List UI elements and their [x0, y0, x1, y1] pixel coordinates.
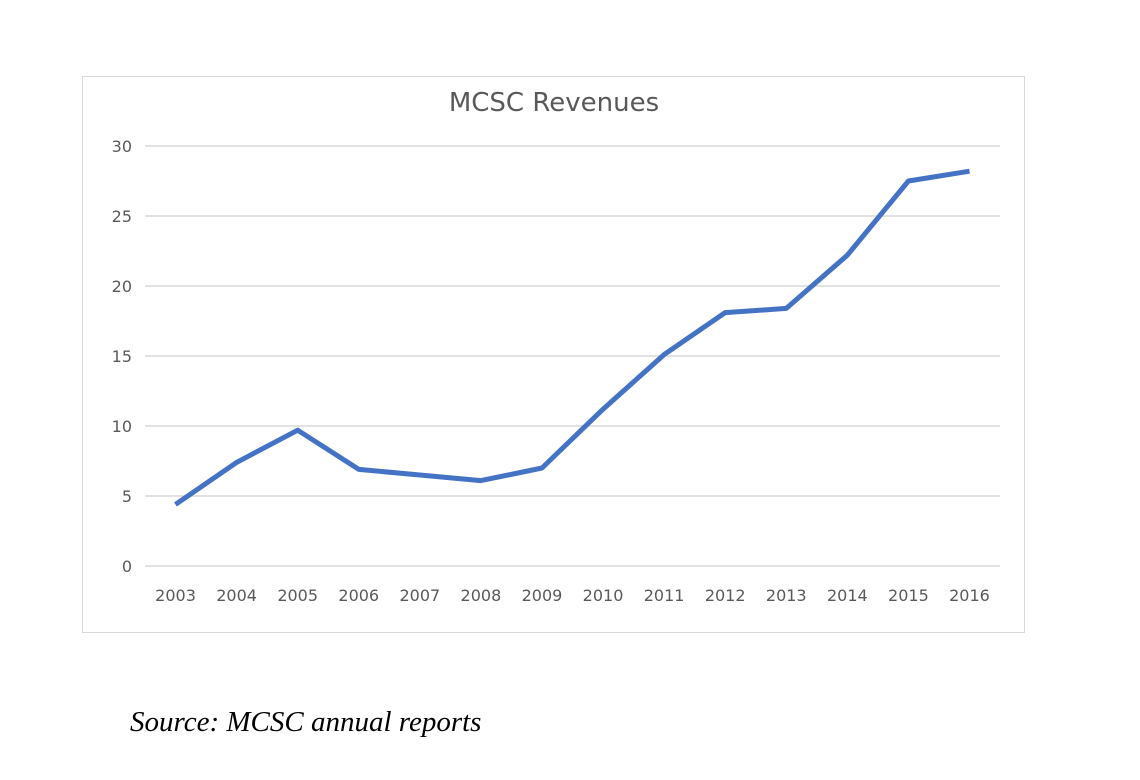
x-tick-label: 2009	[522, 586, 563, 605]
x-tick-label: 2011	[644, 586, 685, 605]
x-tick-label: 2003	[155, 586, 196, 605]
x-tick-label: 2013	[766, 586, 807, 605]
x-axis-ticks: 2003 2004 2005 2006 2007 2008 2009 2010 2011 2012…	[155, 586, 990, 605]
gridlines	[145, 145, 1000, 567]
y-tick-label: 30	[112, 137, 132, 156]
series-group	[174, 168, 970, 507]
x-tick-label: 2004	[216, 586, 257, 605]
y-tick-label: 20	[112, 277, 132, 296]
x-tick-label: 2007	[399, 586, 440, 605]
x-tick-label: 2016	[949, 586, 990, 605]
source-caption: Source: MCSC annual reports	[130, 706, 482, 738]
x-tick-label: 2006	[338, 586, 379, 605]
y-tick-label: 25	[112, 207, 132, 226]
x-tick-label: 2012	[705, 586, 746, 605]
y-tick-label: 5	[122, 487, 132, 506]
series-line-revenues	[174, 168, 970, 507]
y-axis-ticks: 0 5 10 15 20 25 30	[112, 137, 132, 576]
x-tick-label: 2008	[461, 586, 502, 605]
y-tick-label: 10	[112, 417, 132, 436]
x-tick-label: 2014	[827, 586, 868, 605]
chart-title: MCSC Revenues	[449, 88, 659, 118]
y-tick-label: 0	[122, 557, 132, 576]
chart-frame	[82, 76, 1025, 633]
x-tick-label: 2005	[277, 586, 318, 605]
x-tick-label: 2010	[583, 586, 624, 605]
y-tick-label: 15	[112, 347, 132, 366]
x-tick-label: 2015	[888, 586, 929, 605]
